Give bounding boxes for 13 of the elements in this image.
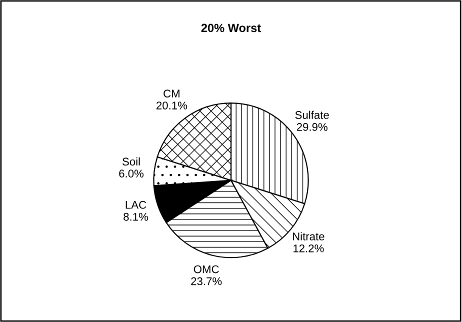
- slice-label: Sulfate: [295, 110, 329, 119]
- data-label: 23.7%: [191, 277, 222, 286]
- slice-label: OMC: [194, 265, 219, 274]
- slice-label: CM: [164, 90, 180, 98]
- slice-label: Soil: [122, 157, 140, 166]
- data-label: 6.0%: [119, 170, 144, 178]
- slice-label: Nitrate: [292, 232, 324, 240]
- slice-label: LAC: [126, 200, 146, 209]
- data-label: 29.9%: [296, 123, 328, 131]
- data-label: 8.1%: [124, 212, 148, 221]
- data-label: 12.2%: [294, 244, 324, 252]
- chart-title: 20% Worst: [201, 24, 261, 32]
- data-label: 20.1%: [156, 102, 188, 110]
